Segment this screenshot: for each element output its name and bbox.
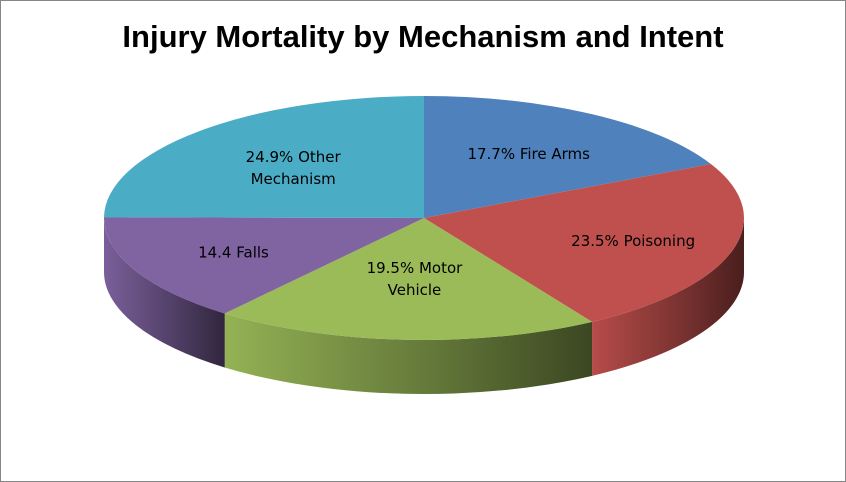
slice-label-falls: 14.4 Falls bbox=[198, 244, 269, 262]
pie-side-motor-vehicle bbox=[224, 313, 593, 395]
slice-label-poisoning: 23.5% Poisoning bbox=[571, 232, 695, 250]
pie-slice-other-mechanism bbox=[104, 96, 424, 218]
pie-slice-poisoning bbox=[424, 163, 744, 322]
pie-slice-motor-vehicle bbox=[224, 218, 593, 340]
slice-label-fire-arms: 17.7% Fire Arms bbox=[467, 145, 590, 163]
slice-label-motor-vehicle: 19.5% Motor Vehicle bbox=[367, 259, 464, 299]
pie-slice-fire-arms bbox=[424, 96, 711, 218]
pie-side-poisoning bbox=[592, 218, 744, 376]
pie-side-falls bbox=[104, 218, 225, 368]
pie-slice-falls bbox=[103, 217, 424, 314]
chart-title: Injury Mortality by Mechanism and Intent bbox=[122, 19, 724, 54]
slice-label-other-mechanism: 24.9% Other Mechanism bbox=[246, 148, 342, 188]
